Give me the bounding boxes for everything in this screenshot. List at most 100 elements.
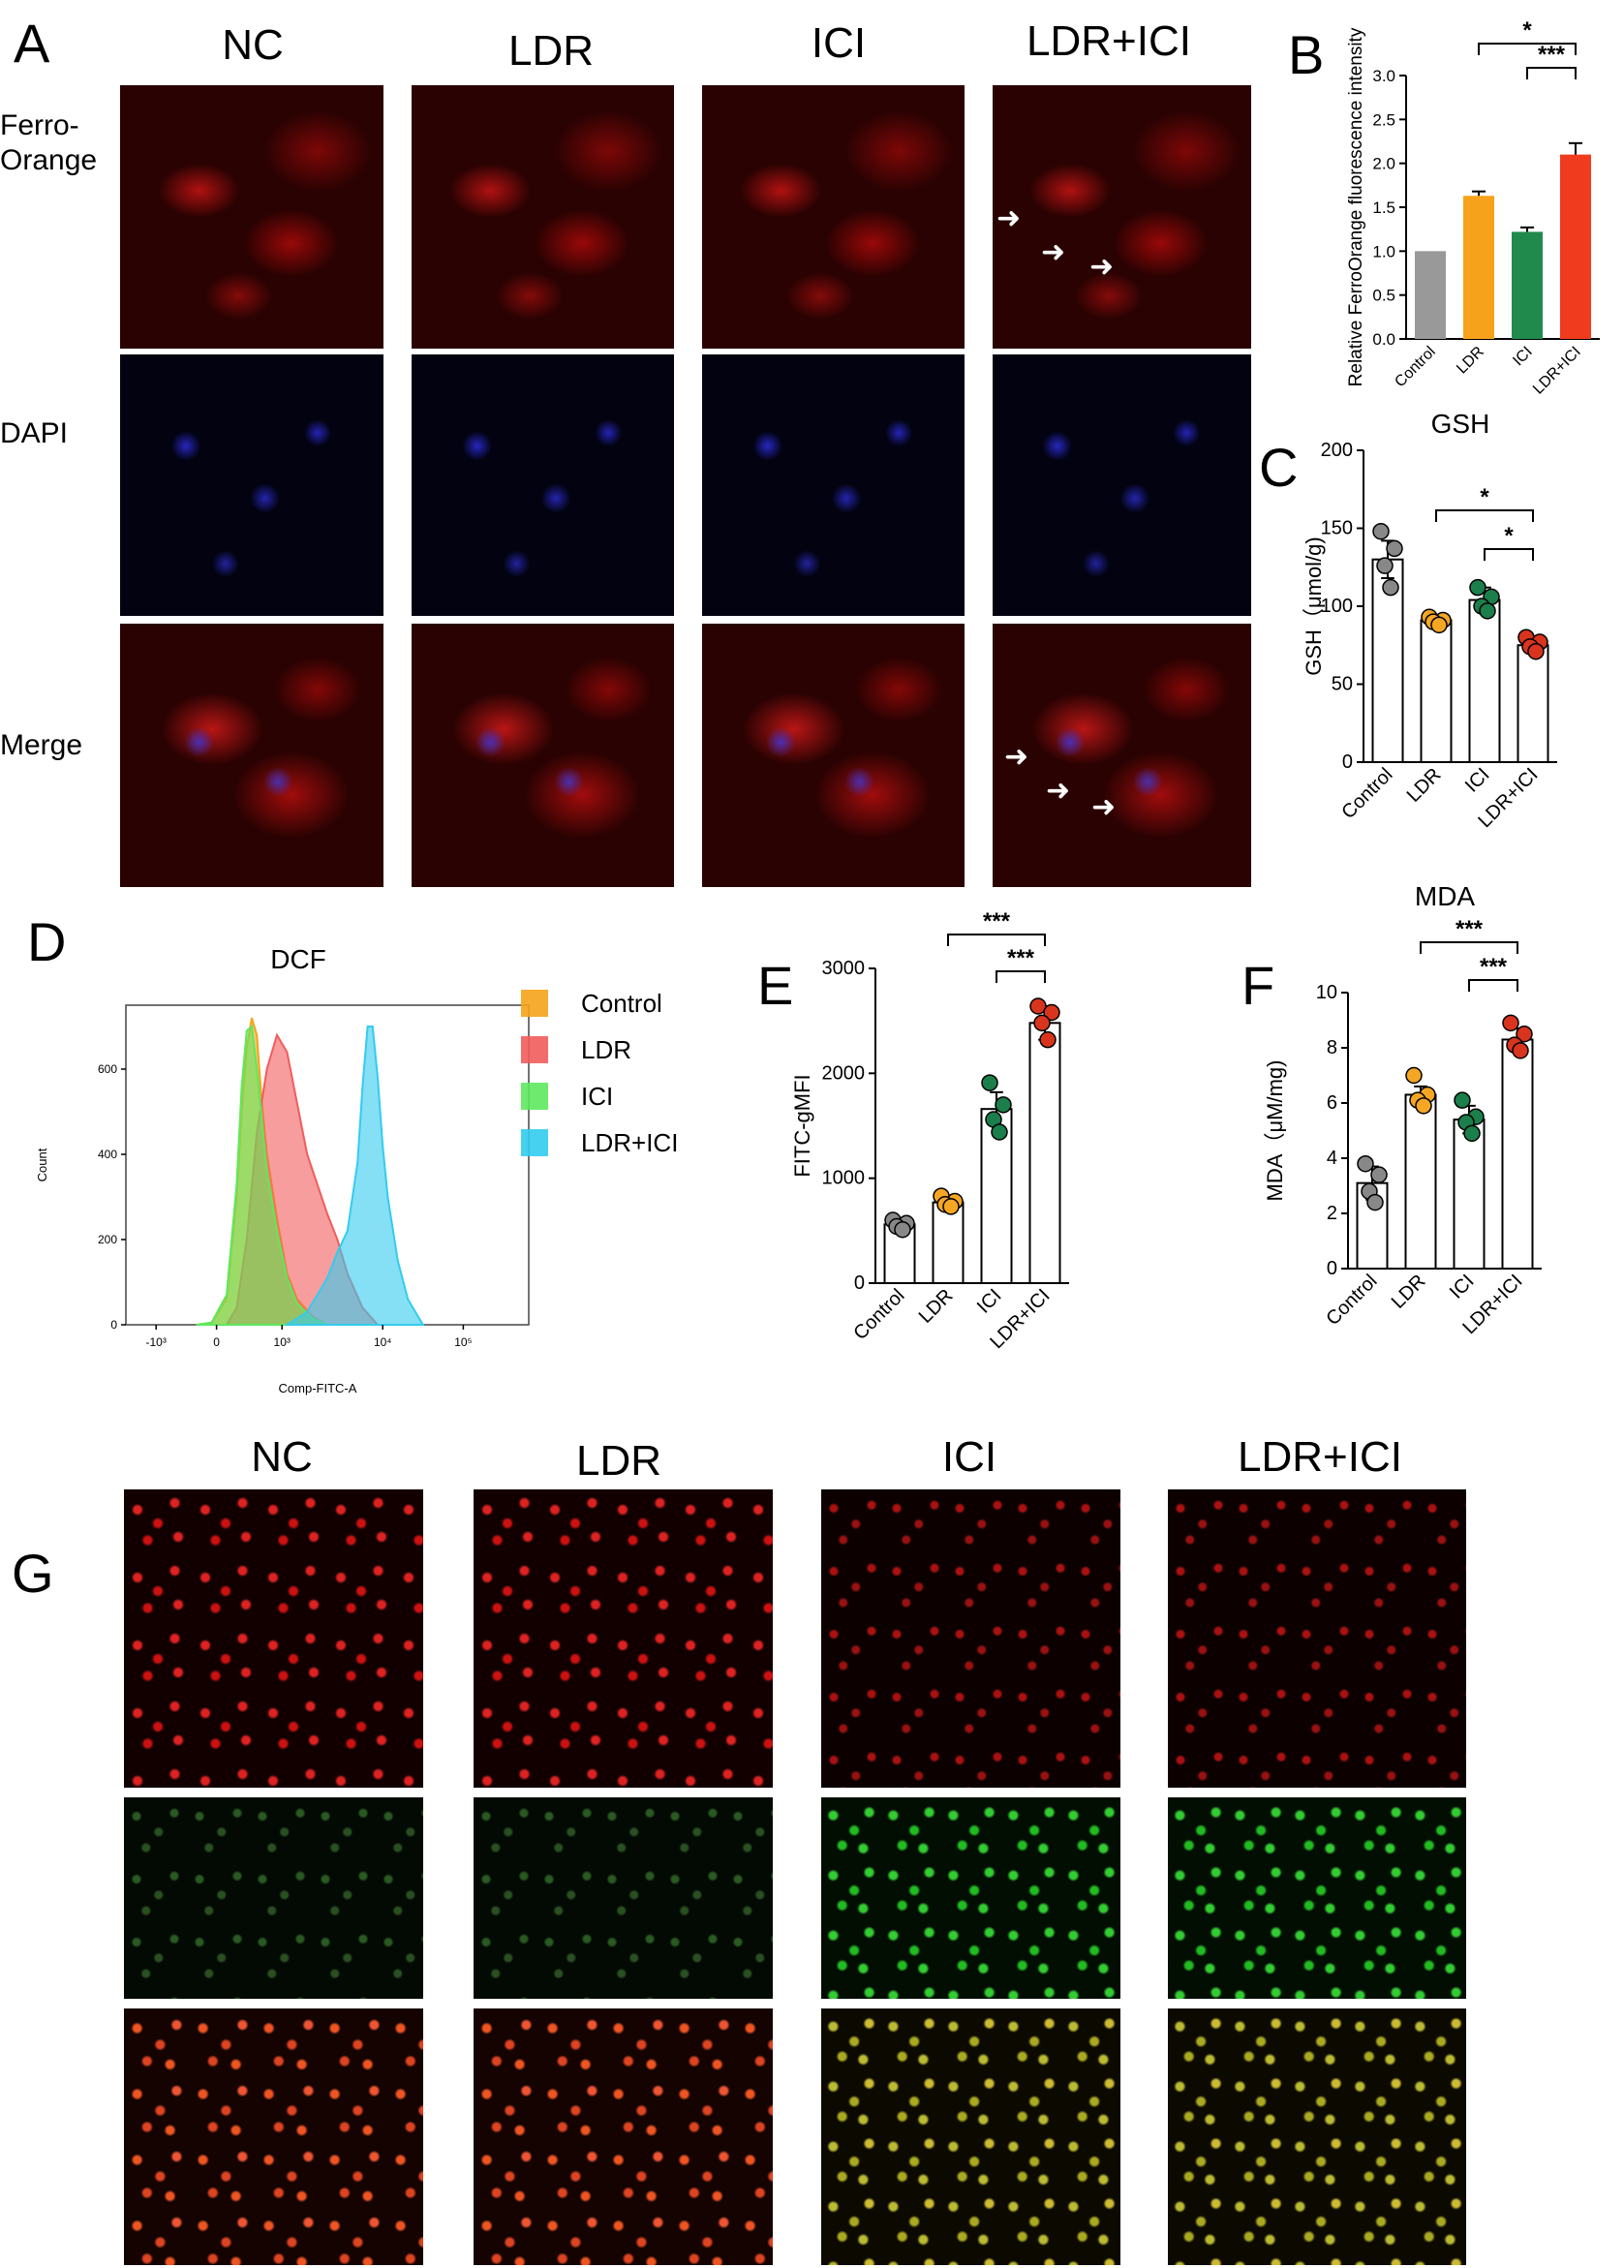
panel-a-row-merge: Merge — [0, 729, 83, 761]
data-point — [1043, 1003, 1060, 1022]
x-tick-label: LDR — [1388, 1271, 1430, 1313]
significance-bracket — [1478, 43, 1577, 55]
legend-swatch — [521, 990, 548, 1017]
y-tick-label: 2 — [1327, 1203, 1337, 1224]
significance-bracket — [1435, 509, 1534, 522]
x-tick-label: Control — [849, 1285, 908, 1344]
panel-g-col-ldr: LDR — [575, 1437, 662, 1485]
x-tick-label: 0 — [213, 1335, 220, 1349]
data-point — [1029, 997, 1047, 1015]
g-green-image-ldr-ici — [1168, 1797, 1466, 1999]
data-point — [1366, 1193, 1384, 1211]
data-point — [1357, 1154, 1374, 1173]
data-point — [1469, 578, 1486, 597]
x-tick-label: LDR — [915, 1285, 958, 1328]
panel-a-row-dapi: DAPI — [0, 417, 69, 449]
y-tick-label: 50 — [1332, 674, 1353, 695]
g-green-image-ici — [821, 1797, 1120, 1999]
y-tick-label: 1.0 — [1372, 242, 1395, 261]
y-tick-label: 2.0 — [1372, 155, 1395, 173]
y-tick-label: 150 — [1321, 518, 1353, 539]
y-axis-label: FITC-gMFI — [790, 1074, 814, 1177]
panel-letter-e: E — [757, 955, 794, 1016]
bar — [1463, 196, 1494, 339]
y-tick-label: 8 — [1327, 1037, 1337, 1058]
legend-label: Control — [581, 989, 662, 1018]
g-green-image-nc — [124, 1797, 423, 1999]
bar — [932, 1201, 965, 1285]
legend-label: ICI — [581, 1082, 613, 1111]
bar — [1404, 1093, 1437, 1270]
data-point — [991, 1123, 1008, 1141]
data-point — [1039, 1030, 1057, 1049]
significance-bracket — [1526, 67, 1577, 79]
y-tick-label: 2000 — [822, 1062, 866, 1084]
significance-label: * — [1522, 17, 1532, 44]
y-tick-label: 200 — [1321, 440, 1353, 461]
y-tick-label: 0 — [1327, 1258, 1337, 1279]
dcf-histogram: 0 200 400 600 -10³ 0 10³ 10⁴ 10⁵ Comp-FITC-A Count… — [35, 944, 678, 1395]
panel-letter-g: G — [12, 1543, 54, 1604]
data-point — [1479, 602, 1496, 620]
legend-label: LDR — [581, 1035, 631, 1064]
y-tick-label: 0 — [854, 1272, 865, 1294]
panel-a-row-ferro-orange: Ferro- Orange — [0, 109, 98, 176]
x-tick-label: ICI — [973, 1285, 1006, 1318]
significance-label: *** — [983, 908, 1011, 935]
data-point — [981, 1074, 998, 1091]
g-red-image-ldr — [474, 1489, 773, 1788]
merge-image-ldr-ici: ➜ ➜ ➜ — [993, 624, 1251, 887]
g-red-image-ldr-ici — [1168, 1489, 1466, 1788]
data-point — [894, 1221, 911, 1239]
bar — [1517, 644, 1549, 763]
g-merge-image-ldr-ici — [1168, 2008, 1466, 2265]
panel-a-col-ici: ICI — [811, 19, 867, 67]
dapi-image-ldr-ici — [993, 354, 1251, 616]
data-point — [1512, 1042, 1529, 1059]
significance-label: *** — [1455, 916, 1484, 942]
legend-swatch — [521, 1083, 548, 1110]
y-tick-label: 400 — [98, 1148, 117, 1161]
panel-letter-f: F — [1241, 955, 1275, 1016]
data-point — [1463, 1124, 1481, 1143]
legend-label: LDR+ICI — [581, 1128, 678, 1157]
x-tick-label: 10⁴ — [374, 1335, 392, 1349]
y-tick-label: 3000 — [822, 958, 866, 979]
significance-label: *** — [1538, 42, 1566, 68]
panel-a-col-ldr: LDR — [507, 27, 595, 75]
y-tick-label: 0 — [1342, 751, 1353, 773]
y-tick-label: 1000 — [822, 1168, 866, 1189]
panel-letter-d: D — [27, 911, 67, 972]
panel-a-col-nc: NC — [222, 21, 284, 69]
panel-a-col-ldr-ici: LDR+ICI — [1026, 17, 1191, 65]
x-tick-label: LDR+ICI — [1530, 344, 1584, 398]
significance-bracket — [1420, 941, 1518, 954]
data-point — [1415, 1097, 1432, 1115]
g-merge-image-ldr — [474, 2008, 773, 2265]
data-point — [1454, 1091, 1471, 1109]
y-axis-label: GSH（μmol/g) — [1302, 536, 1326, 675]
ferro-orange-image-nc — [120, 85, 383, 349]
x-tick-label: -10³ — [146, 1335, 167, 1349]
bar — [1371, 558, 1404, 763]
x-tick-label: ICI — [1461, 764, 1494, 797]
dapi-image-nc — [120, 354, 383, 616]
significance-bracket — [947, 934, 1046, 946]
data-point — [995, 1096, 1012, 1114]
x-tick-label: 10³ — [274, 1335, 291, 1349]
panel-letter-c: C — [1259, 437, 1299, 498]
y-tick-label: 10 — [1316, 982, 1337, 1003]
data-point — [1430, 616, 1448, 634]
data-point — [1370, 1166, 1388, 1183]
ferroorange-bar-chart: 0.0 0.5 1.0 1.5 2.0 2.5 3.0 Control LDR ICILDR+IC… — [1346, 17, 1600, 398]
bar — [1560, 154, 1591, 339]
chart-title: GSH — [1431, 409, 1490, 439]
x-tick-label: ICI — [1446, 1271, 1479, 1303]
x-tick-label: Control — [1337, 764, 1396, 823]
y-axis-label: Count — [35, 1148, 49, 1181]
arrow-icon: ➜ — [1041, 236, 1066, 268]
data-point — [942, 1198, 960, 1215]
y-tick-label: 1.5 — [1372, 199, 1395, 217]
